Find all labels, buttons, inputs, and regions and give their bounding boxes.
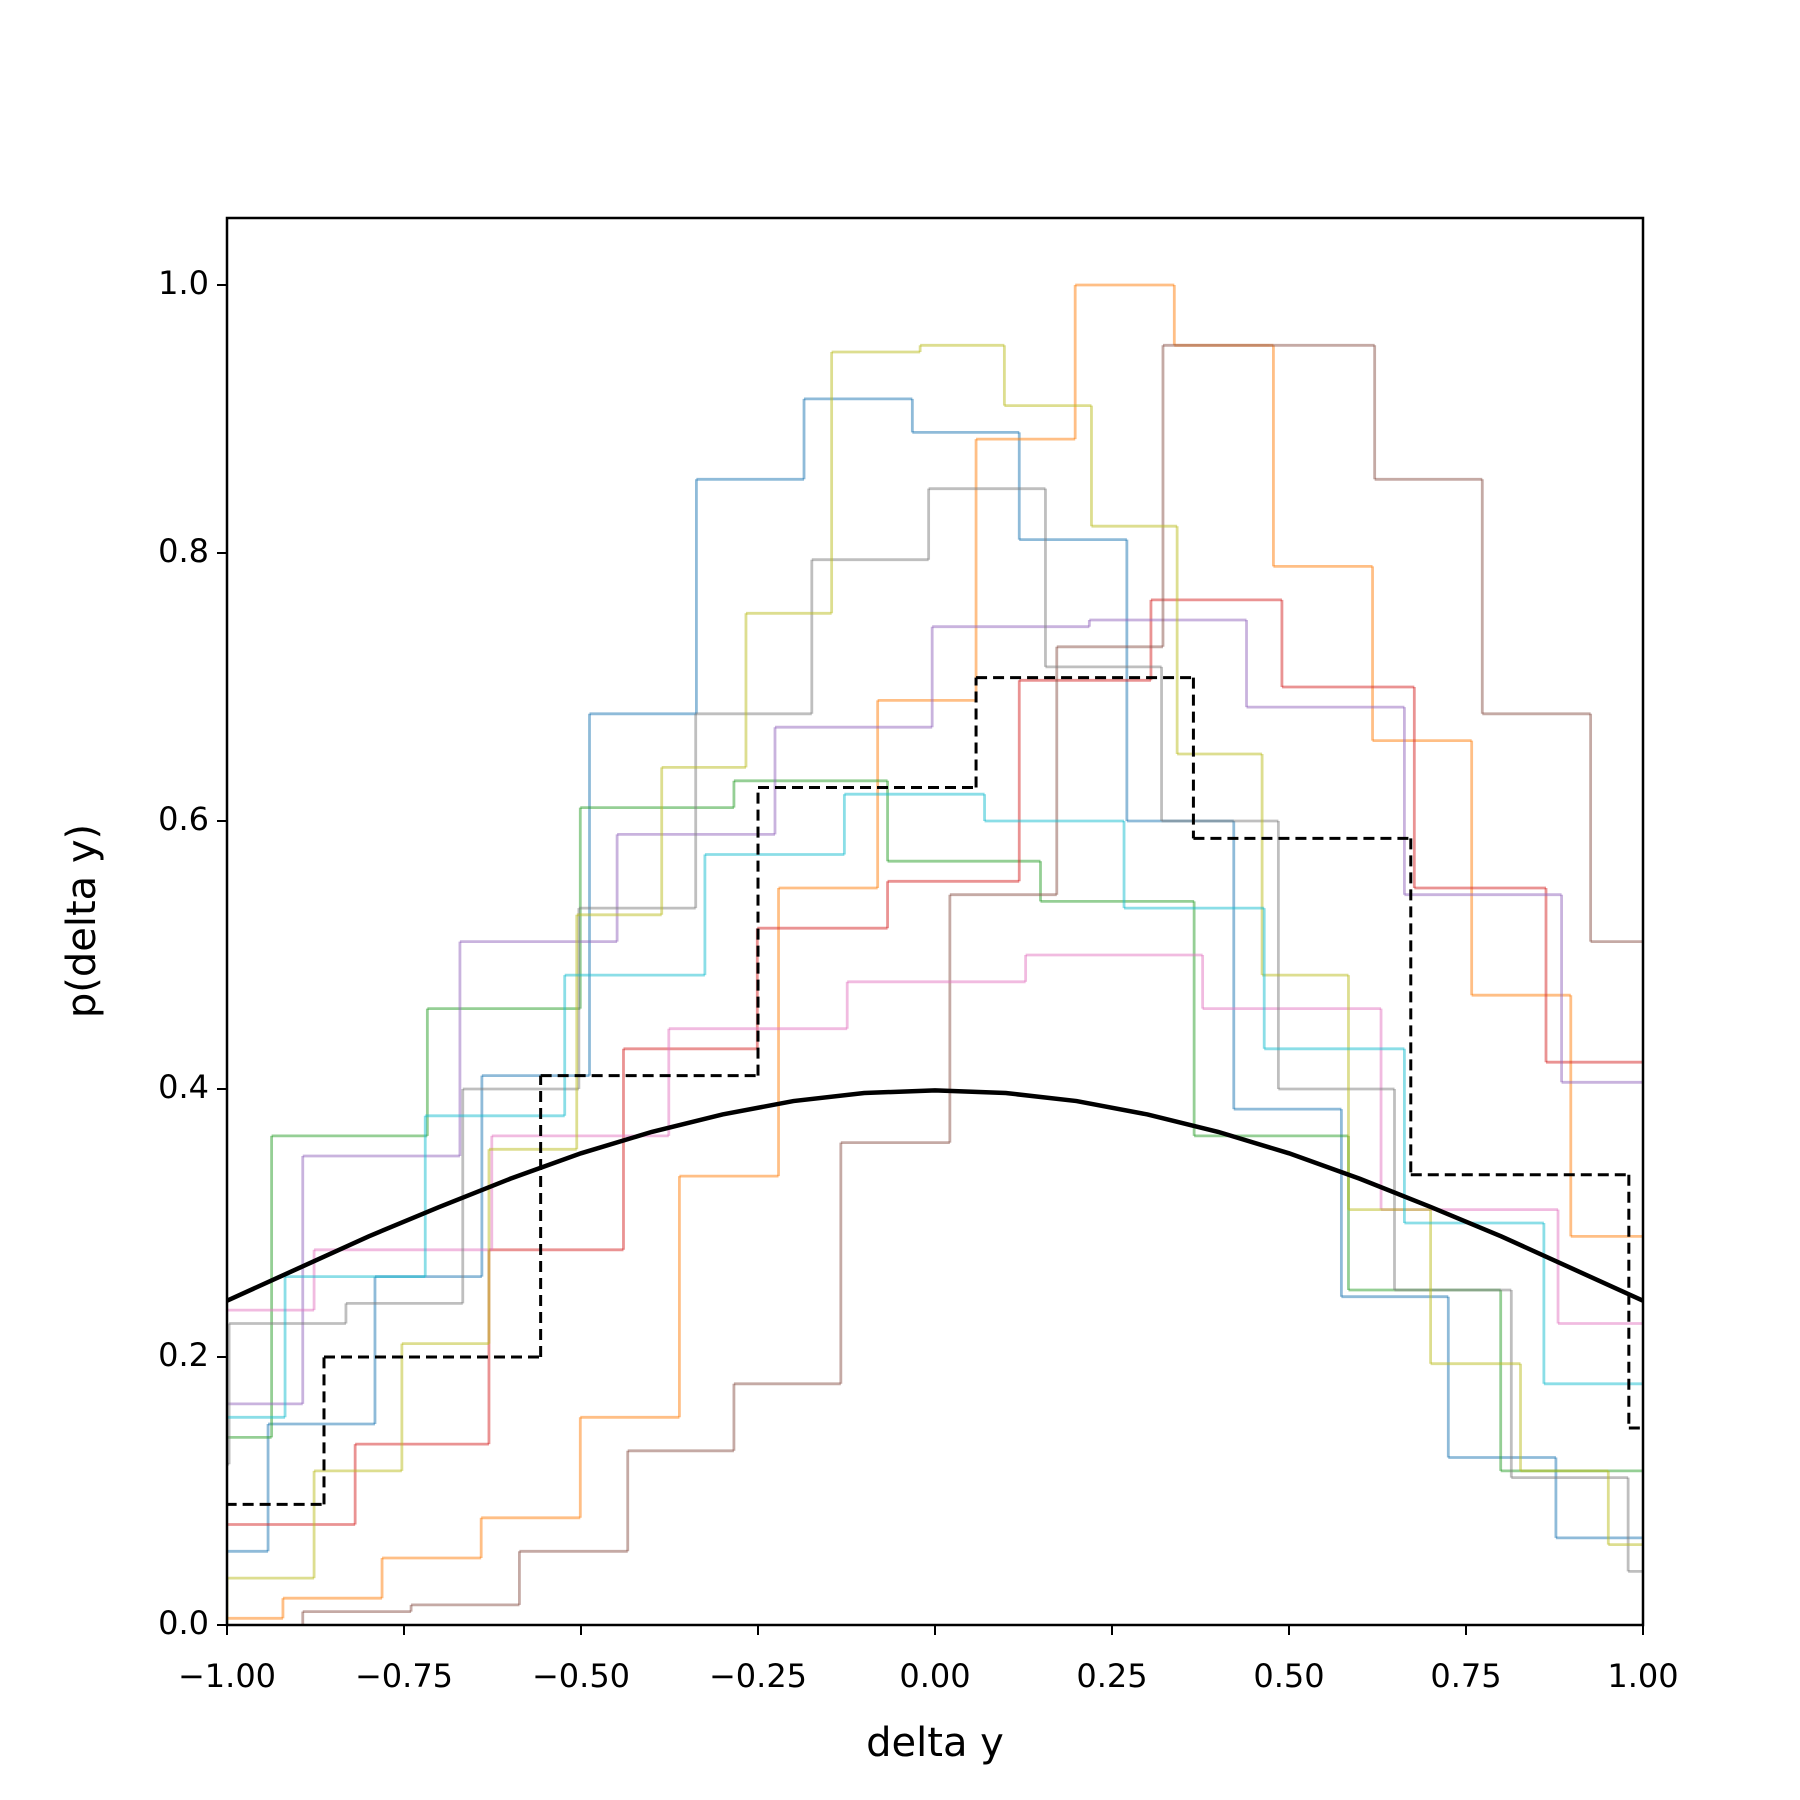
x-tick-label: 0.75	[1430, 1657, 1501, 1695]
histogram	[227, 792, 1643, 1419]
histogram	[227, 343, 1643, 1625]
x-tick-label: −0.50	[532, 1657, 630, 1695]
x-tick-label: −0.25	[709, 1657, 807, 1695]
y-tick-label: 0.6	[158, 800, 209, 838]
histogram	[227, 676, 1643, 1506]
x-tick-label: −1.00	[178, 1657, 276, 1695]
y-axis-label: p(delta y)	[59, 824, 105, 1018]
x-axis-label: delta y	[866, 1720, 1004, 1766]
x-tick-label: 0.50	[1253, 1657, 1324, 1695]
y-tick-label: 1.0	[158, 264, 209, 302]
histogram	[227, 598, 1643, 1526]
x-tick-label: −0.75	[355, 1657, 453, 1695]
histogram	[227, 397, 1643, 1553]
x-tick-label: 0.00	[899, 1657, 970, 1695]
x-tick-label: 1.00	[1607, 1657, 1678, 1695]
y-tick-label: 0.0	[158, 1604, 209, 1642]
y-tick-label: 0.4	[158, 1068, 209, 1106]
density-curve	[227, 1088, 1643, 1303]
histogram	[301, 343, 1643, 1625]
x-tick-label: 0.25	[1076, 1657, 1147, 1695]
plot-area	[227, 283, 1643, 1625]
y-tick-label: 0.2	[158, 1336, 209, 1374]
y-tick-label: 0.8	[158, 532, 209, 570]
